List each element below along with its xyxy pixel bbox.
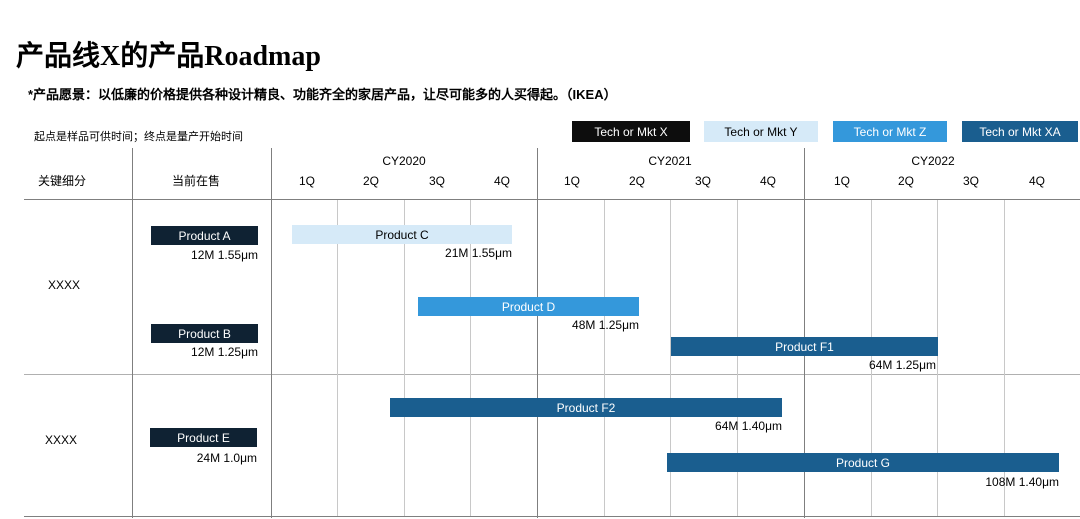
legend-tech-mkt-y: Tech or Mkt Y [704, 121, 818, 142]
segment-label: XXXX [48, 278, 81, 292]
quarter-line [404, 200, 405, 516]
column-divider-segment [132, 148, 133, 518]
current-product-a: Product A [151, 226, 258, 245]
quarter-line [470, 200, 471, 516]
roadmap-product-f2: Product F2 [390, 398, 782, 417]
header-year-2022: CY2022 [911, 154, 955, 168]
quarter-label: 1Q [298, 174, 315, 188]
year-divider-2022 [804, 148, 805, 518]
product-a-spec: 12M 1.55μm [191, 248, 258, 262]
quarter-line [737, 200, 738, 516]
product-f1-spec: 64M 1.25μm [869, 358, 936, 372]
product-f2-spec: 64M 1.40μm [715, 419, 782, 433]
legend-tech-mkt-xa: Tech or Mkt XA [962, 121, 1078, 142]
header-current: 当前在售 [172, 174, 221, 188]
quarter-label: 1Q [563, 174, 580, 188]
quarter-label: 4Q [759, 174, 776, 188]
quarter-label: 3Q [962, 174, 979, 188]
header-divider [24, 199, 1080, 200]
quarter-line [937, 200, 938, 516]
legend-tech-mkt-x: Tech or Mkt X [572, 121, 690, 142]
year-divider-2021 [537, 148, 538, 518]
quarter-line [871, 200, 872, 516]
current-product-b: Product B [151, 324, 258, 343]
header-segment: 关键细分 [38, 174, 87, 188]
page-title: 产品线X的产品Roadmap [16, 41, 321, 72]
quarter-line [670, 200, 671, 516]
timeline-note: 起点是样品可供时间；终点是量产开始时间 [34, 131, 243, 143]
row-divider [24, 374, 1080, 375]
roadmap-product-c: Product C [292, 225, 512, 244]
product-d-spec: 48M 1.25μm [572, 318, 639, 332]
product-vision: *产品愿景：以低廉的价格提供各种设计精良、功能齐全的家居产品，让尽可能多的人买得… [28, 87, 617, 102]
roadmap-product-g: Product G [667, 453, 1059, 472]
quarter-label: 3Q [694, 174, 711, 188]
column-divider-current [271, 148, 272, 518]
quarter-label: 4Q [493, 174, 510, 188]
current-product-e: Product E [150, 428, 257, 447]
quarter-label: 2Q [362, 174, 379, 188]
quarter-line [1004, 200, 1005, 516]
product-g-spec: 108M 1.40μm [985, 475, 1059, 489]
roadmap-product-d: Product D [418, 297, 639, 316]
quarter-line [604, 200, 605, 516]
quarter-line [337, 200, 338, 516]
quarter-label: 1Q [833, 174, 850, 188]
product-e-spec: 24M 1.0μm [196, 451, 257, 465]
quarter-label: 4Q [1028, 174, 1045, 188]
roadmap-product-f1: Product F1 [671, 337, 938, 356]
quarter-label: 2Q [628, 174, 645, 188]
quarter-label: 2Q [897, 174, 914, 188]
product-c-spec: 21M 1.55μm [445, 246, 512, 260]
header-year-2021: CY2021 [648, 154, 692, 168]
segment-label: XXXX [45, 433, 78, 447]
legend-tech-mkt-z: Tech or Mkt Z [833, 121, 947, 142]
product-b-spec: 12M 1.25μm [191, 345, 258, 359]
header-year-2020: CY2020 [382, 154, 426, 168]
quarter-label: 3Q [428, 174, 445, 188]
bottom-border [24, 516, 1080, 517]
